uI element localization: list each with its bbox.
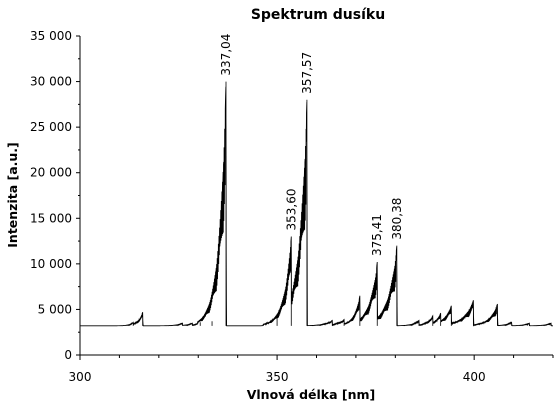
y-tick-label: 5 000	[38, 302, 72, 316]
y-tick-label: 30 000	[30, 75, 72, 89]
peak-label: 380,38	[390, 198, 404, 240]
y-axis-title: Intenzita [a.u.]	[5, 142, 20, 247]
peak-label: 375,41	[370, 214, 384, 256]
y-tick-label: 0	[64, 348, 72, 362]
x-axis-title: Vlnová délka [nm]	[247, 387, 376, 402]
y-tick-label: 35 000	[30, 29, 72, 43]
peak-label: 337,04	[219, 34, 233, 76]
chart-title: Spektrum dusíku	[251, 7, 385, 23]
peak-label: 357,57	[300, 52, 314, 94]
y-tick-label: 20 000	[30, 166, 72, 180]
spectrum-line	[80, 82, 553, 326]
y-tick-label: 10 000	[30, 257, 72, 271]
y-tick-label: 25 000	[30, 120, 72, 134]
x-tick-label: 400	[463, 370, 486, 384]
x-tick-label: 300	[69, 370, 92, 384]
x-tick-label: 350	[266, 370, 289, 384]
peak-label: 353,60	[284, 189, 298, 231]
y-tick-label: 15 000	[30, 211, 72, 225]
